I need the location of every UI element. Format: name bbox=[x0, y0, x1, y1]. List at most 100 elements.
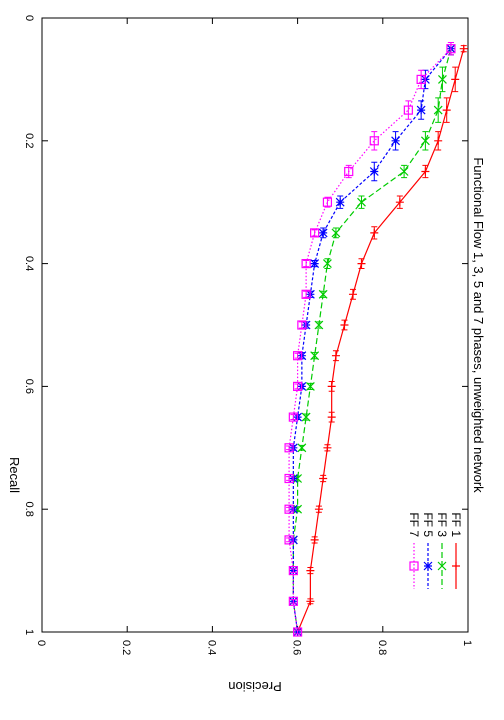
data-point bbox=[322, 197, 333, 207]
data-point bbox=[420, 136, 430, 146]
data-point bbox=[344, 166, 354, 177]
data-point bbox=[451, 75, 460, 84]
data-point bbox=[409, 561, 419, 571]
data-point bbox=[433, 105, 443, 115]
series-line bbox=[292, 48, 452, 633]
data-point bbox=[370, 228, 379, 237]
ticks-group: 00.20.40.60.810 0.2 0.4 0.6 0.8 1 bbox=[23, 15, 473, 655]
series-layer bbox=[284, 42, 468, 637]
error-bar bbox=[286, 445, 293, 451]
data-point bbox=[293, 474, 303, 483]
series-line bbox=[292, 48, 452, 633]
x-tick-label: 0.6 bbox=[23, 379, 35, 394]
data-point bbox=[369, 167, 379, 176]
data-point bbox=[340, 321, 349, 329]
data-point bbox=[327, 413, 336, 422]
data-point bbox=[293, 504, 303, 514]
y-axis-label: Precision bbox=[228, 679, 281, 694]
data-point bbox=[459, 44, 468, 53]
data-point bbox=[416, 105, 426, 115]
error-bar bbox=[290, 568, 297, 573]
data-point bbox=[437, 561, 447, 571]
plot-frame bbox=[41, 17, 469, 633]
series-ff-7 bbox=[284, 42, 456, 637]
data-point bbox=[297, 320, 307, 330]
error-bar bbox=[371, 131, 378, 151]
data-point bbox=[284, 535, 294, 545]
error-bar bbox=[286, 476, 293, 481]
data-point bbox=[293, 351, 303, 361]
data-point bbox=[331, 228, 341, 238]
data-point bbox=[442, 106, 451, 115]
y-tick-label: 0.4 bbox=[205, 640, 217, 655]
data-point bbox=[322, 259, 332, 269]
y-tick-label: 0.2 bbox=[120, 640, 132, 655]
data-point bbox=[331, 351, 340, 360]
legend-label: FF 5 bbox=[421, 512, 435, 537]
data-point bbox=[395, 198, 404, 207]
data-point bbox=[288, 565, 298, 576]
data-point bbox=[357, 259, 366, 268]
data-point bbox=[318, 228, 328, 238]
y-tick-label: 0 bbox=[35, 640, 47, 646]
error-bar bbox=[286, 506, 293, 512]
x-tick-label: 0.8 bbox=[23, 502, 35, 517]
x-tick-label: 1 bbox=[23, 629, 35, 635]
error-bar bbox=[324, 196, 331, 208]
data-point bbox=[403, 105, 413, 115]
data-point bbox=[288, 596, 298, 606]
data-point bbox=[348, 290, 357, 299]
x-axis-label: Recall bbox=[7, 457, 22, 493]
data-point bbox=[318, 289, 328, 299]
data-point bbox=[446, 44, 456, 54]
data-point bbox=[284, 443, 294, 453]
data-point bbox=[301, 412, 311, 422]
data-point bbox=[293, 381, 303, 391]
error-bar bbox=[294, 629, 301, 635]
error-bar bbox=[311, 229, 318, 237]
data-point bbox=[314, 505, 323, 514]
legend-label: FF 7 bbox=[407, 512, 421, 537]
data-point bbox=[306, 597, 315, 606]
data-point bbox=[319, 474, 328, 483]
error-bar bbox=[290, 414, 297, 421]
data-point bbox=[301, 289, 311, 299]
error-bar bbox=[294, 383, 301, 390]
data-point bbox=[438, 74, 447, 84]
data-point bbox=[288, 412, 298, 422]
data-point bbox=[314, 320, 324, 330]
y-tick-label: 0.6 bbox=[291, 640, 303, 655]
data-point bbox=[310, 535, 319, 544]
legend-label: FF 1 bbox=[449, 512, 463, 537]
error-bar bbox=[405, 100, 412, 120]
data-point bbox=[305, 381, 315, 391]
data-point bbox=[369, 136, 379, 146]
data-point bbox=[310, 259, 320, 269]
rotated-plot-group: 00.20.40.60.810 0.2 0.4 0.6 0.8 1 FF 1FF 3FF … bbox=[7, 15, 486, 694]
data-point bbox=[310, 228, 320, 238]
error-bar bbox=[418, 69, 425, 90]
error-bar bbox=[286, 537, 293, 543]
y-tick-label: 1 bbox=[461, 640, 473, 646]
legend: FF 1FF 3FF 5FF 7 bbox=[407, 512, 463, 589]
data-point bbox=[391, 136, 401, 146]
data-point bbox=[284, 504, 294, 514]
data-point bbox=[327, 382, 336, 391]
data-point bbox=[297, 443, 307, 453]
data-point bbox=[301, 259, 311, 269]
data-point bbox=[357, 197, 366, 207]
data-point bbox=[306, 566, 315, 575]
data-point bbox=[335, 197, 345, 207]
x-tick-label: 0.4 bbox=[23, 256, 35, 271]
error-bar bbox=[298, 321, 305, 329]
legend-label: FF 3 bbox=[435, 512, 449, 537]
data-point bbox=[323, 443, 332, 452]
chart-title: Functional Flow 1, 3, 5 and 7 phases, un… bbox=[471, 157, 486, 493]
x-tick-label: 0 bbox=[23, 15, 35, 21]
error-bar bbox=[303, 290, 310, 298]
data-point bbox=[452, 562, 460, 570]
error-bar bbox=[294, 352, 301, 359]
data-point bbox=[284, 473, 294, 484]
y-tick-label: 0.8 bbox=[376, 640, 388, 655]
data-point bbox=[423, 561, 433, 571]
